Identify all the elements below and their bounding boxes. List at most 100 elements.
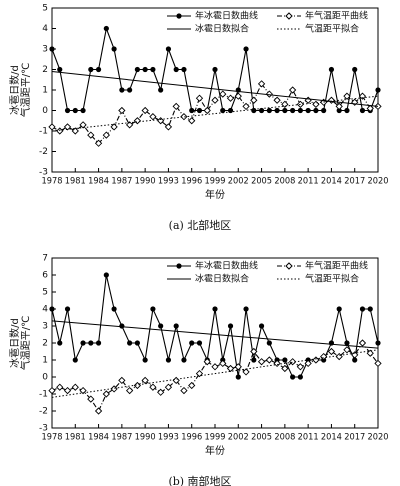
y-tick-label: 2 xyxy=(42,339,48,349)
y-tick-label: -2 xyxy=(39,407,48,417)
point xyxy=(57,66,63,73)
point xyxy=(351,351,359,359)
point xyxy=(189,340,195,346)
point xyxy=(281,364,289,373)
point xyxy=(79,121,87,129)
point xyxy=(141,376,149,385)
series-line xyxy=(51,342,379,413)
point xyxy=(95,66,102,73)
point xyxy=(71,127,79,135)
point xyxy=(250,96,258,104)
point xyxy=(312,356,320,364)
point xyxy=(48,386,56,395)
point xyxy=(235,374,241,380)
point xyxy=(203,358,211,366)
point xyxy=(243,306,249,312)
point xyxy=(72,107,78,114)
point xyxy=(63,386,72,395)
legend-marker xyxy=(176,263,182,269)
point xyxy=(257,80,266,88)
x-tick-label: 2020 xyxy=(368,177,389,187)
series-line xyxy=(51,82,379,145)
point xyxy=(212,306,218,312)
point xyxy=(336,306,342,312)
point xyxy=(266,340,272,346)
point xyxy=(288,86,297,94)
y-tick-label: 5 xyxy=(42,288,48,298)
x-tick-label: 2020 xyxy=(368,433,389,443)
point xyxy=(321,107,327,114)
point xyxy=(304,96,312,104)
legend-label: 年冰雹日数曲线 xyxy=(195,260,258,272)
point xyxy=(102,390,110,398)
point xyxy=(344,340,350,346)
point xyxy=(110,123,118,131)
x-tick-label: 1984 xyxy=(88,433,109,443)
point xyxy=(273,359,281,368)
point xyxy=(157,117,165,125)
point xyxy=(242,102,250,111)
y-axis-label: 冰雹日数/d xyxy=(8,65,21,115)
legend-label: 年冰雹日数曲线 xyxy=(195,10,258,22)
series-line xyxy=(51,95,379,132)
x-tick-label: 1978 xyxy=(42,177,63,187)
legend-marker xyxy=(285,12,293,20)
x-tick-label: 2008 xyxy=(274,433,295,443)
point xyxy=(195,369,204,378)
x-tick-label: 1996 xyxy=(181,433,202,443)
point xyxy=(119,323,125,329)
point xyxy=(94,407,103,415)
y-tick-label: 7 xyxy=(42,254,48,264)
point xyxy=(149,113,157,121)
point xyxy=(265,356,273,364)
x-tick-label: 1990 xyxy=(135,433,156,443)
y-tick-label: -3 xyxy=(39,424,48,434)
point xyxy=(181,66,187,73)
x-tick-label: 2005 xyxy=(251,433,272,443)
x-tick-label: 2011 xyxy=(298,177,319,187)
point xyxy=(64,107,71,114)
x-tick-label: 2002 xyxy=(228,433,249,443)
point xyxy=(118,106,126,115)
x-tick-label: 1978 xyxy=(42,433,63,443)
point xyxy=(327,347,336,356)
legend-label: 气温距平拟合 xyxy=(305,273,359,285)
point xyxy=(173,323,179,329)
legend-label: 冰雹日数拟合 xyxy=(195,273,249,285)
x-tick-label: 1981 xyxy=(65,433,86,443)
point xyxy=(211,96,219,104)
legend-label: 年气温距平曲线 xyxy=(305,260,368,272)
point xyxy=(305,107,311,114)
y-tick-label: 3 xyxy=(42,45,48,55)
point xyxy=(227,323,234,329)
point xyxy=(142,66,148,73)
point xyxy=(234,363,242,371)
point xyxy=(375,340,381,346)
y-tick-label: 0 xyxy=(42,106,48,116)
point xyxy=(95,340,102,346)
point xyxy=(297,107,303,114)
point xyxy=(313,107,319,114)
point xyxy=(352,357,358,363)
point xyxy=(57,340,63,346)
y-axis-label: 气温距平/℃ xyxy=(19,316,32,371)
point xyxy=(63,123,72,131)
point xyxy=(164,383,173,391)
point xyxy=(282,357,288,363)
point xyxy=(87,131,95,139)
legend-label: 气温距平拟合 xyxy=(305,23,359,35)
point xyxy=(367,306,373,312)
point xyxy=(250,347,258,356)
point xyxy=(48,123,56,131)
point xyxy=(226,364,235,373)
point xyxy=(80,340,86,346)
point xyxy=(203,106,211,115)
x-tick-label: 1984 xyxy=(88,177,109,187)
point xyxy=(297,374,303,380)
point xyxy=(180,386,188,395)
y-tick-label: 6 xyxy=(42,271,48,281)
point xyxy=(358,339,367,347)
point xyxy=(165,46,172,52)
point xyxy=(125,386,134,395)
